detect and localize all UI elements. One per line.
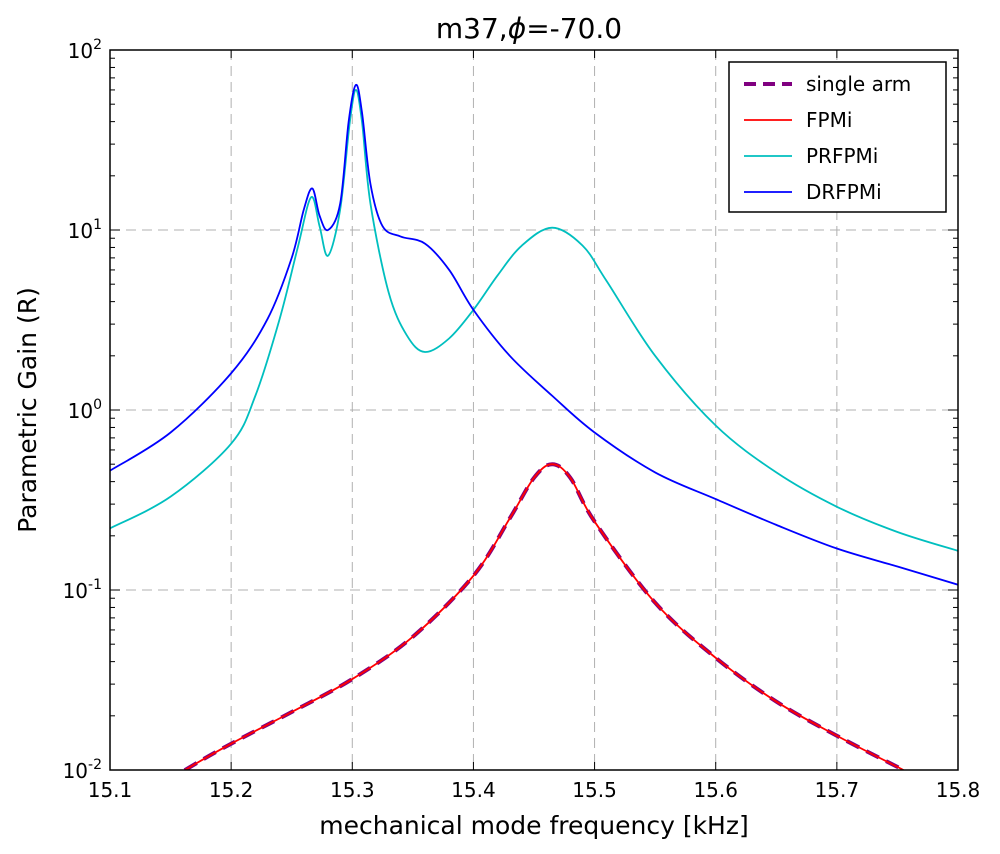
legend-label: DRFPMi [806, 180, 882, 204]
x-tick-label: 15.8 [936, 778, 981, 802]
legend-label: single arm [806, 72, 911, 96]
series-line-fpmi [183, 463, 904, 770]
y-tick-label: 10-2 [63, 757, 102, 783]
legend-label: FPMi [806, 108, 852, 132]
x-tick-label: 15.7 [815, 778, 860, 802]
x-tick-label: 15.3 [330, 778, 375, 802]
x-tick-label: 15.1 [88, 778, 133, 802]
legend: single arm FPMi PRFPMi DRFPMi [728, 61, 947, 213]
y-axis-label: Parametric Gain (R) [13, 287, 42, 533]
series-line-drfpmi [110, 83, 958, 586]
y-tick-label: 100 [68, 397, 102, 423]
legend-label: PRFPMi [806, 144, 878, 168]
legend-box [728, 61, 947, 213]
axis-ticks [109, 49, 959, 771]
y-tick-label: 10-1 [63, 577, 102, 603]
chart-title: m37,ϕ=-70.0 [436, 12, 622, 45]
series-layer [110, 83, 958, 770]
series-line-single-arm [181, 462, 905, 770]
x-tick-label: 15.5 [572, 778, 617, 802]
x-tick-label: 15.2 [209, 778, 254, 802]
x-tick-label: 15.6 [693, 778, 738, 802]
x-tick-label: 15.4 [451, 778, 496, 802]
axis-tick-labels: 15.1 15.2 15.3 15.4 15.5 15.6 15.7 15.8 10-2 10-1… [63, 37, 981, 802]
y-tick-label: 101 [68, 217, 102, 243]
x-axis-label: mechanical mode frequency [kHz] [319, 811, 748, 840]
y-tick-label: 102 [68, 37, 102, 63]
series-line-prfpmi [110, 89, 958, 552]
